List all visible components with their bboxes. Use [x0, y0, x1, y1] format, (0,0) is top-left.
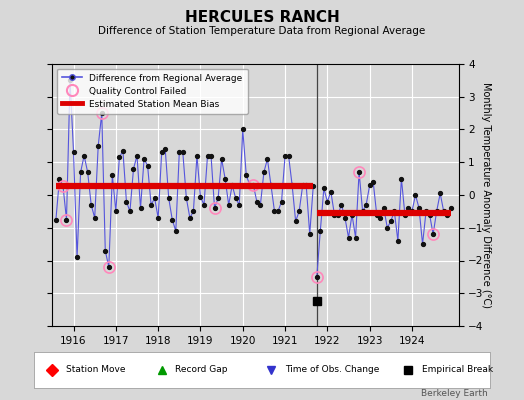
Legend: Difference from Regional Average, Quality Control Failed, Estimated Station Mean: Difference from Regional Average, Qualit… — [57, 68, 248, 114]
Text: Record Gap: Record Gap — [176, 366, 228, 374]
Text: Time of Obs. Change: Time of Obs. Change — [285, 366, 379, 374]
Text: Empirical Break: Empirical Break — [422, 366, 493, 374]
Text: Station Move: Station Move — [66, 366, 125, 374]
Text: Difference of Station Temperature Data from Regional Average: Difference of Station Temperature Data f… — [99, 26, 425, 36]
Text: Berkeley Earth: Berkeley Earth — [421, 389, 487, 398]
Y-axis label: Monthly Temperature Anomaly Difference (°C): Monthly Temperature Anomaly Difference (… — [481, 82, 490, 308]
Text: HERCULES RANCH: HERCULES RANCH — [184, 10, 340, 25]
